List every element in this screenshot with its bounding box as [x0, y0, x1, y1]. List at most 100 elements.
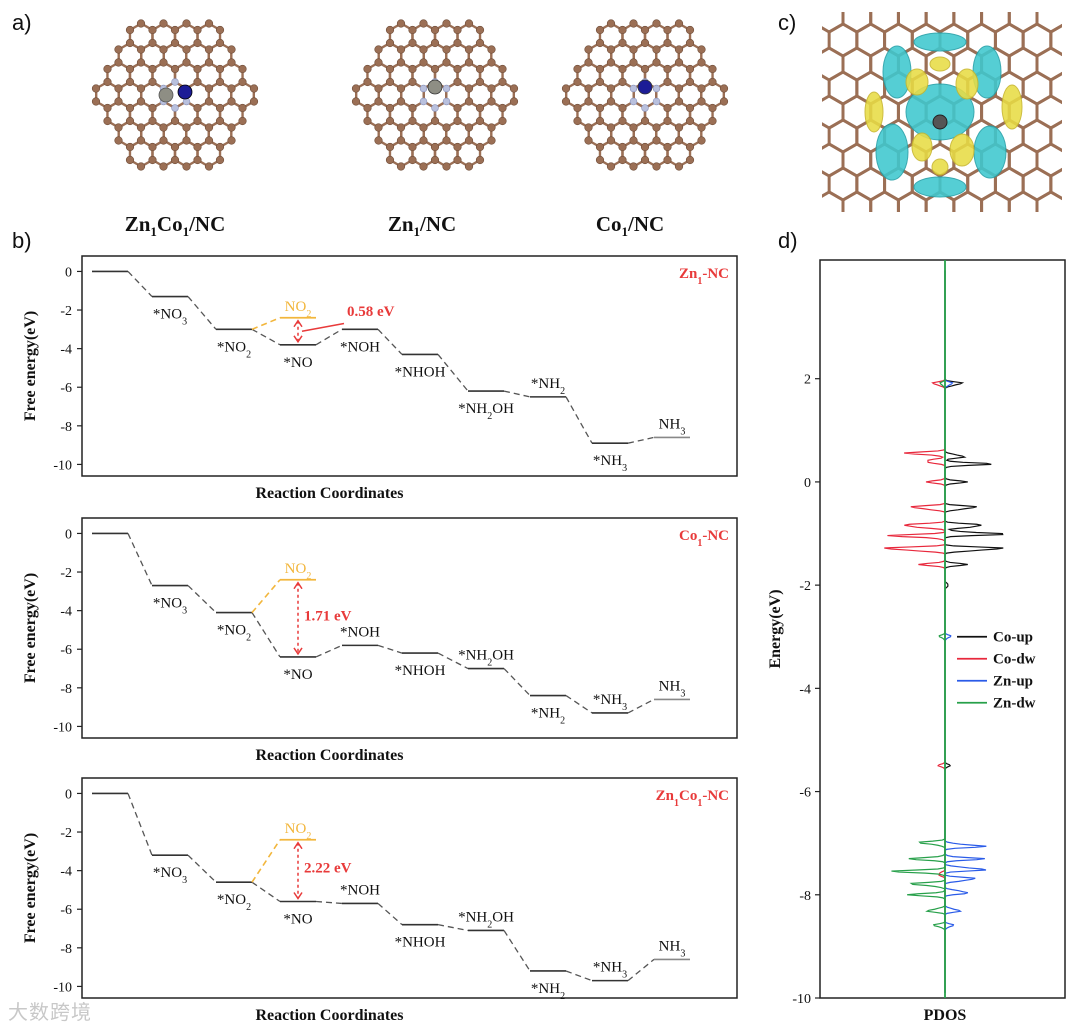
carbon-atom [182, 123, 191, 132]
y-tick-label: -10 [792, 992, 811, 1007]
lattice-bond [925, 22, 941, 34]
carbon-atom [385, 38, 395, 48]
lattice-bond [822, 170, 830, 178]
nitrogen-atom [629, 84, 638, 93]
step-label-part: NH [659, 678, 681, 694]
carbon-atom [573, 77, 582, 87]
carbon-atom [464, 45, 474, 54]
carbon-atom [136, 123, 146, 132]
nitrogen-atom [419, 97, 428, 106]
carbon-atom [193, 142, 202, 152]
atom-layer [561, 19, 729, 171]
carbon-atom [663, 77, 672, 87]
carbon-atom [408, 116, 417, 126]
carbon-atom [125, 64, 135, 74]
carbon-atom [697, 136, 706, 145]
carbon-atom [561, 84, 571, 93]
carbon-atom [487, 136, 496, 145]
carbon-atom [125, 103, 135, 113]
carbon-atom [595, 155, 605, 165]
barrier-arrowhead-up [293, 581, 303, 590]
chart-title-part: 1 [697, 538, 702, 549]
carbon-atom [442, 19, 451, 28]
carbon-atom [227, 84, 236, 93]
metal-center-atom [932, 114, 948, 130]
y-tick-label: -10 [53, 980, 72, 995]
carbon-atom [419, 123, 428, 132]
carbon-atom [204, 45, 214, 54]
carbon-atom [159, 136, 168, 145]
carbon-atom [215, 103, 225, 113]
carbon-atom [606, 45, 616, 54]
carbon-atom [408, 103, 417, 113]
lattice-bond [1036, 166, 1052, 178]
lattice-bond [1008, 70, 1024, 82]
carbon-atom [663, 155, 672, 165]
step-label-part: 2 [487, 657, 492, 668]
plot-frame [81, 255, 738, 477]
carbon-atom [396, 97, 406, 106]
y-tick-label: -6 [60, 643, 72, 658]
lattice-bond [1050, 71, 1062, 82]
carbon-atom [453, 142, 462, 152]
carbon-atom [204, 97, 214, 106]
zinc-atom [427, 79, 443, 95]
step-label: NH3 [659, 938, 686, 959]
carbon-atom [385, 142, 395, 152]
carbon-atom [114, 58, 123, 67]
step-label-part: 2 [560, 715, 565, 726]
carbon-atom [136, 162, 146, 171]
carbon-atom [430, 25, 440, 35]
caption-zn1-nc: Zn1/NC [387, 212, 457, 240]
carbon-atom [453, 64, 462, 74]
step-label: *NH2 [531, 706, 565, 727]
x-axis-label: PDOS [924, 1007, 967, 1024]
carbon-atom [595, 116, 605, 126]
carbon-atom [238, 116, 247, 126]
barrier-label: 2.22 eV [304, 861, 352, 877]
pdos-chart: 2 0 -2 -4 -6 -8 -10 Energy(eV) PDOS Co-up Co-dw Zn-… [767, 259, 1066, 1024]
step-label-part: 3 [680, 426, 685, 437]
carbon-atom [652, 58, 661, 67]
desorption-label-part: NO [285, 561, 307, 577]
carbon-atom [91, 84, 101, 93]
carbon-atom [125, 77, 135, 87]
carbon-atom [215, 38, 225, 48]
lattice-bond [953, 46, 969, 58]
carbon-atom [561, 97, 571, 106]
step-label-part: 3 [182, 605, 187, 616]
barrier-arrowhead-up [293, 319, 303, 328]
lattice-bond [1036, 118, 1052, 130]
charge-accumulation-lobe [1001, 84, 1023, 130]
lattice-bond [980, 22, 997, 34]
charge-depletion-lobe [913, 32, 967, 52]
step-label: *NOH [340, 624, 380, 640]
nitrogen-atom [171, 78, 179, 86]
carbon-atom [182, 136, 191, 145]
carbon-atom [618, 155, 627, 165]
lattice-bond [911, 46, 927, 58]
carbon-atom [408, 142, 417, 152]
carbon-atom [114, 123, 123, 132]
carbon-atom [629, 123, 638, 132]
lattice-bond [1022, 70, 1038, 82]
carbon-atom [640, 64, 650, 74]
step-label: *NO [283, 667, 312, 683]
carbon-atom [464, 136, 474, 145]
carbon-atom [674, 123, 684, 132]
carbon-atom [114, 84, 123, 93]
structure-2 [561, 19, 729, 171]
y-axis-label: Free energy(eV) [22, 311, 39, 421]
lattice-bond [842, 46, 858, 58]
step-label-part: *NHOH [395, 364, 446, 380]
barrier-arrowhead-up [293, 841, 303, 850]
desorption-label: NO2 [285, 821, 312, 842]
carbon-atom [663, 38, 672, 48]
charge-accumulation-lobe [864, 91, 884, 133]
carbon-atom [227, 45, 236, 54]
carbon-atom [159, 58, 168, 67]
carbon-atom [685, 38, 695, 48]
carbon-atom [396, 123, 406, 132]
step-label-part: *NO [283, 355, 312, 371]
carbon-atom [103, 64, 112, 74]
